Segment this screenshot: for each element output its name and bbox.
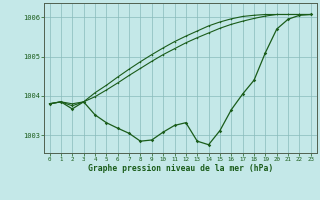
X-axis label: Graphe pression niveau de la mer (hPa): Graphe pression niveau de la mer (hPa) <box>88 164 273 173</box>
